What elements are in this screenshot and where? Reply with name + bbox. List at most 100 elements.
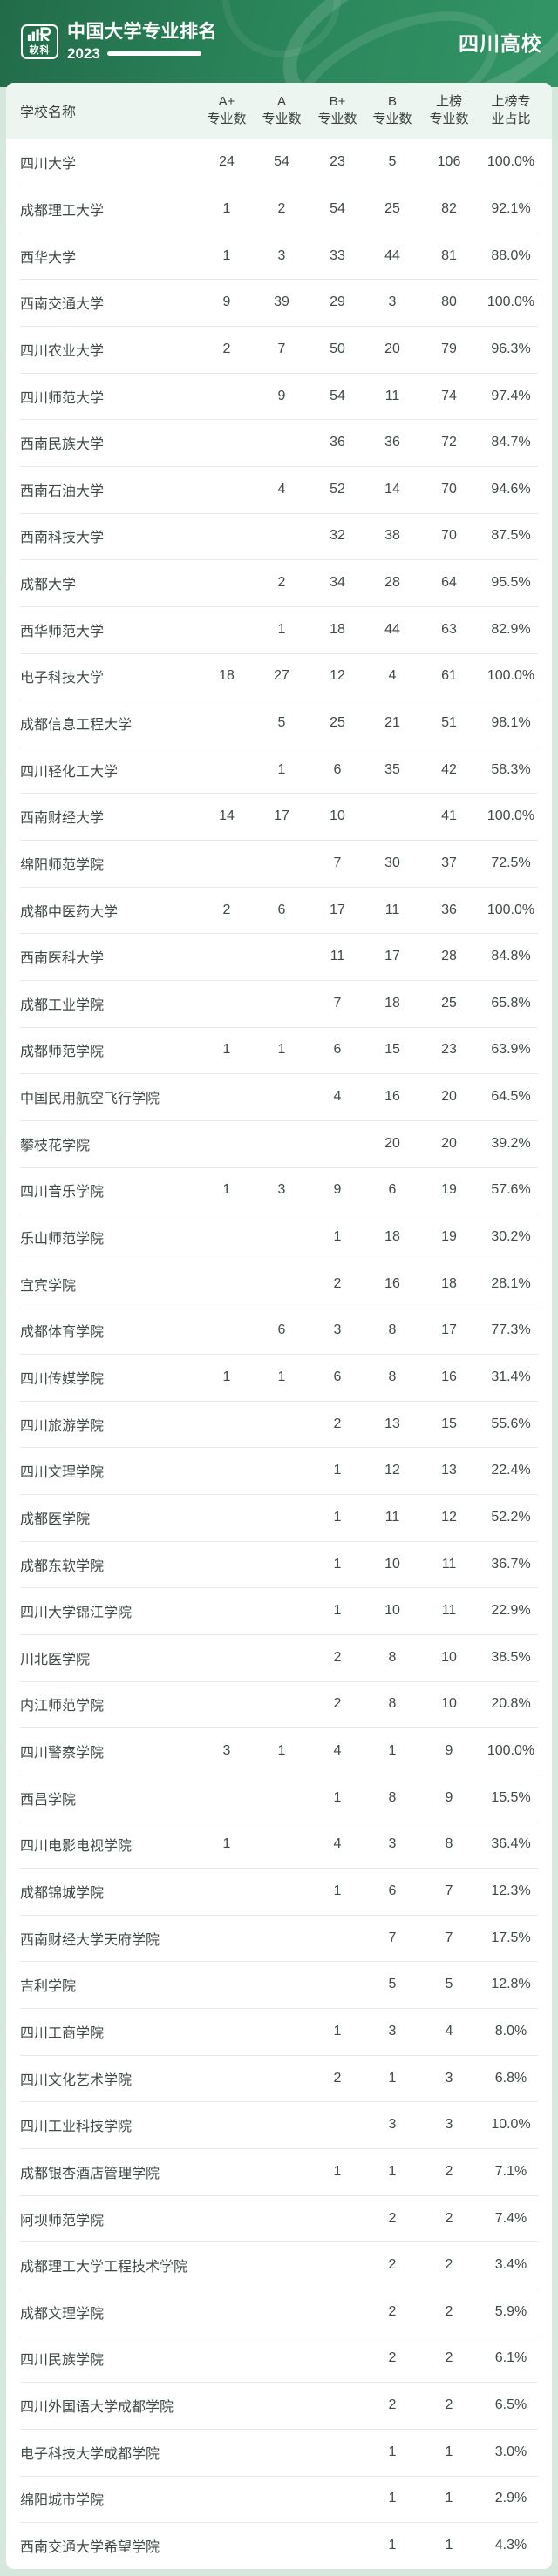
table-row: 西南医科大学 11 17 28 84.8% [6,933,552,980]
col-header-line2: 专业数 [372,112,412,127]
listed-ratio-cell: 31.4% [491,1369,531,1384]
b-plus-count-cell: 4 [333,1743,342,1759]
table-row: 成都体育学院 6 3 8 17 77.3% [6,1307,552,1355]
listed-ratio-cell: 36.7% [491,1556,531,1572]
listed-count-cell: 80 [441,294,457,310]
a-count-cell: 1 [277,1369,286,1384]
listed-count-cell: 64 [441,575,457,591]
table-row: 成都银杏酒店管理学院 1 1 2 7.1% [6,2148,552,2195]
listed-count-cell: 7 [445,1930,453,1945]
b-plus-count-cell: 7 [333,995,342,1011]
listed-count-cell: 16 [441,1369,457,1384]
b-plus-count-cell: 18 [330,621,345,637]
school-name-cell: 西昌学院 [20,1792,77,1808]
table-row: 电子科技大学成都学院 1 1 3.0% [6,2428,552,2476]
col-header-line1: 上榜专 [491,93,531,109]
a-count-cell: 6 [277,1322,286,1338]
listed-count-cell: 37 [441,855,457,870]
col-header-listed-count: 上榜 专业数 [419,93,479,129]
b-count-cell: 10 [384,1603,400,1619]
table-row: 四川农业大学 2 7 50 20 79 96.3% [6,326,552,373]
col-header-b: B 专业数 [365,93,419,129]
table-row: 成都锦城学院 1 6 7 12.3% [6,1868,552,1915]
table-row: 四川工业科技学院 3 3 10.0% [6,2101,552,2148]
b-plus-count-cell: 1 [333,2163,342,2179]
a-count-cell: 39 [274,294,289,310]
listed-ratio-cell: 57.6% [491,1182,531,1198]
b-count-cell: 36 [384,435,400,450]
b-count-cell: 6 [388,1182,397,1198]
b-count-cell: 3 [388,1836,397,1852]
listed-count-cell: 1 [445,2444,453,2459]
listed-ratio-cell: 82.9% [491,621,531,637]
a-count-cell: 6 [277,902,286,917]
listed-count-cell: 20 [441,1135,457,1151]
listed-count-cell: 79 [441,341,457,356]
listed-count-cell: 2 [445,2210,453,2226]
b-plus-count-cell: 12 [330,668,345,684]
listed-ratio-cell: 100.0% [487,808,535,824]
year-label: 2023 [67,44,100,62]
table-row: 乐山师范学院 1 18 19 30.2% [6,1214,552,1261]
table-row: 成都中医药大学 2 6 17 11 36 100.0% [6,886,552,934]
table-row: 西南科技大学 32 38 70 87.5% [6,512,552,560]
page-title: 中国大学专业排名 [67,22,217,43]
b-count-cell: 11 [384,1509,400,1525]
listed-count-cell: 2 [445,2397,453,2413]
school-name-cell: 成都体育学院 [20,1325,105,1341]
year-underline-decoration [106,51,201,56]
b-count-cell: 16 [384,1275,400,1291]
school-name-cell: 成都理工大学 [20,203,105,219]
table-row: 西南财经大学天府学院 7 7 17.5% [6,1914,552,1962]
school-name-cell: 四川农业大学 [20,343,105,359]
b-count-cell: 10 [384,1556,400,1572]
school-name-cell: 四川工业科技学院 [20,2120,133,2135]
b-count-cell: 21 [384,715,400,730]
b-plus-count-cell: 6 [333,761,342,777]
listed-count-cell: 3 [445,2117,453,2133]
b-count-cell: 15 [384,1042,400,1058]
b-count-cell: 6 [388,1883,397,1899]
listed-ratio-cell: 22.4% [491,1463,531,1478]
school-name-cell: 西华师范大学 [20,624,105,639]
table-row: 电子科技大学 18 27 12 4 61 100.0% [6,652,552,700]
b-count-cell: 3 [388,2023,397,2038]
table-row: 成都大学 2 34 28 64 95.5% [6,559,552,606]
a-count-cell: 5 [277,715,286,730]
listed-ratio-cell: 7.4% [494,2210,527,2226]
listed-count-cell: 2 [445,2163,453,2179]
b-plus-count-cell: 1 [333,1229,342,1245]
listed-ratio-cell: 17.5% [491,1930,531,1945]
listed-ratio-cell: 38.5% [491,1649,531,1665]
school-name-cell: 绵阳师范学院 [20,857,105,873]
b-count-cell: 8 [388,1322,397,1338]
listed-count-cell: 1 [445,2537,453,2552]
b-plus-count-cell: 23 [330,154,345,170]
b-count-cell: 1 [388,2491,397,2506]
listed-count-cell: 10 [441,1696,457,1712]
listed-count-cell: 42 [441,761,457,777]
a-plus-count-cell: 9 [222,294,231,310]
a-plus-count-cell: 1 [222,1836,231,1852]
b-count-cell: 3 [388,294,397,310]
listed-count-cell: 74 [441,388,457,403]
a-count-cell: 17 [274,808,289,824]
listed-count-cell: 5 [445,1977,453,1992]
b-count-cell: 35 [384,761,400,777]
table-row: 吉利学院 5 5 12.8% [6,1961,552,2008]
school-name-cell: 成都理工大学工程技术学院 [20,2260,188,2275]
school-name-cell: 成都医学院 [20,1511,91,1527]
b-plus-count-cell: 52 [330,481,345,497]
table-row: 四川文理学院 1 12 13 22.4% [6,1447,552,1494]
table-row: 四川音乐学院 1 3 9 6 19 57.6% [6,1166,552,1214]
listed-count-cell: 2 [445,2350,453,2366]
col-header-line2: 专业数 [317,112,357,127]
listed-count-cell: 20 [441,1089,457,1105]
b-plus-count-cell: 4 [333,1836,342,1852]
b-plus-count-cell: 10 [330,808,345,824]
b-count-cell: 1 [388,2444,397,2459]
b-count-cell: 1 [388,2070,397,2086]
school-name-cell: 西南石油大学 [20,483,105,499]
table-row: 四川电影电视学院 1 4 3 8 36.4% [6,1821,552,1869]
